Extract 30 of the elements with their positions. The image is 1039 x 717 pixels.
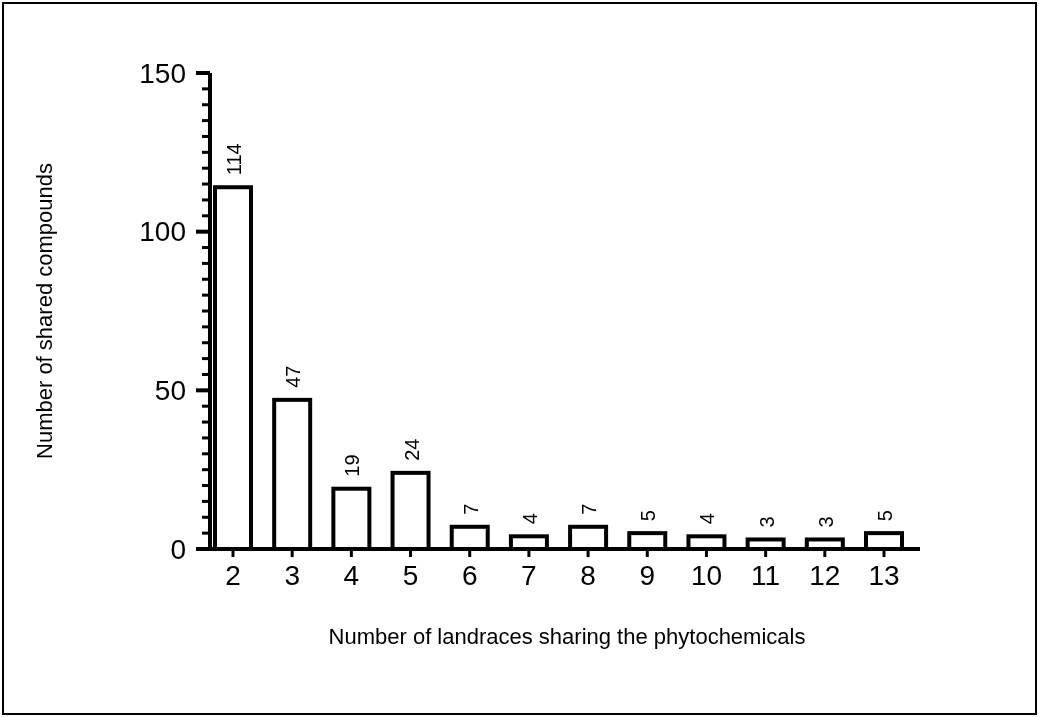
data-label: 4 [696,513,719,525]
x-tick-label: 8 [580,560,596,591]
x-tick-label: 9 [639,560,656,591]
y-tick-label: 100 [139,216,186,248]
x-tick-label: 12 [809,560,841,591]
data-label: 5 [874,510,896,522]
data-label: 114 [223,143,245,176]
data-label: 24 [400,438,423,461]
data-label: 19 [341,454,364,477]
y-tick-label: 150 [139,57,186,89]
y-axis-title: Number of shared compounds [32,163,57,459]
x-tick-label: 10 [690,560,723,591]
y-tick-label: 0 [170,533,186,565]
data-label: 3 [814,516,837,528]
data-label: 7 [459,503,482,515]
x-tick-label: 4 [343,560,360,591]
x-tick-label: 7 [521,560,537,591]
y-tick-label: 50 [154,375,186,407]
data-label: 4 [518,513,541,525]
x-tick-label: 13 [868,560,900,591]
x-tick-label: 5 [402,560,419,591]
data-label: 7 [578,503,601,515]
x-tick-label: 2 [225,560,241,591]
x-tick-label: 11 [751,560,781,591]
data-label: 3 [755,516,778,528]
x-axis-title: Number of landraces sharing the phytochemicals [328,624,806,649]
x-tick-label: 3 [284,560,300,591]
data-label: 5 [637,510,660,522]
x-tick-label: 6 [461,560,478,591]
data-label: 47 [282,365,305,388]
